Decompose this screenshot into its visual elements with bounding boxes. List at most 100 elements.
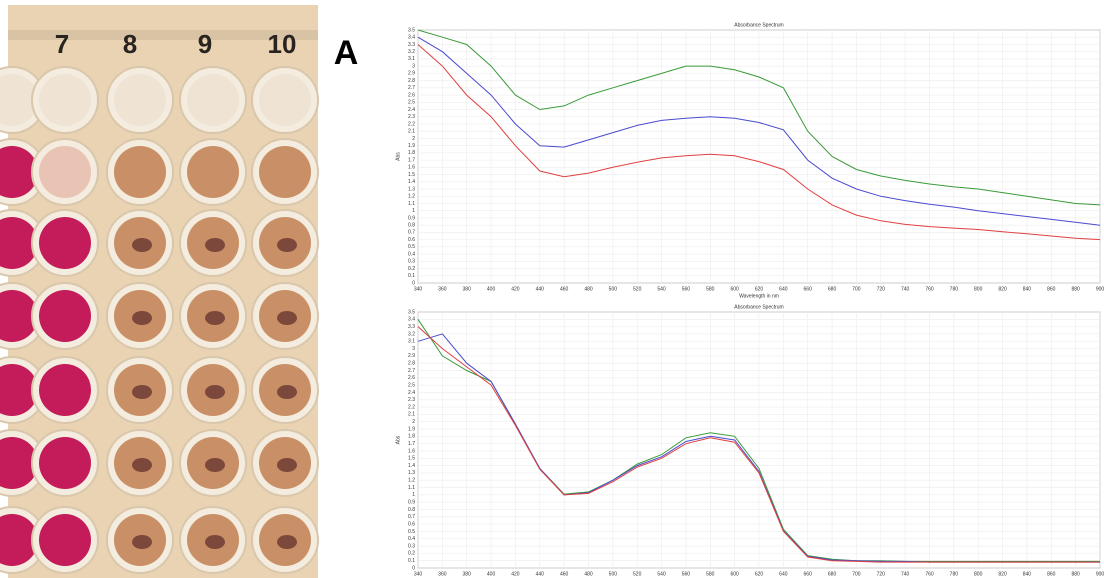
x-tick-label: 820 <box>998 571 1007 577</box>
x-tick-label: 520 <box>633 571 642 577</box>
sediment <box>277 238 297 252</box>
well <box>187 146 239 198</box>
y-tick-label: 2.3 <box>408 397 415 403</box>
x-tick-label: 380 <box>463 571 472 577</box>
x-tick-label: 400 <box>487 286 496 292</box>
y-tick-label: 2.7 <box>408 85 415 91</box>
x-tick-label: 340 <box>414 286 423 292</box>
x-tick-label: 420 <box>511 286 520 292</box>
y-tick-label: 3.5 <box>408 27 415 33</box>
y-tick-label: 3.5 <box>408 309 415 315</box>
x-tick-label: 720 <box>877 286 886 292</box>
x-tick-label: 480 <box>584 571 593 577</box>
x-tick-label: 520 <box>633 286 642 292</box>
well <box>187 74 239 126</box>
y-tick-label: 2 <box>412 419 415 425</box>
y-tick-label: 2.1 <box>408 412 415 418</box>
x-tick-label: 460 <box>560 571 569 577</box>
y-tick-label: 0.5 <box>408 529 415 535</box>
x-tick-label: 560 <box>682 571 691 577</box>
chart-title: Absorbance Spectrum <box>734 22 783 28</box>
x-tick-label: 780 <box>950 286 959 292</box>
y-tick-label: 3.3 <box>408 324 415 330</box>
x-tick-label: 860 <box>1047 571 1056 577</box>
sediment <box>205 385 225 399</box>
y-tick-label: 1 <box>412 492 415 498</box>
y-tick-label: 1.7 <box>408 441 415 447</box>
x-tick-label: 720 <box>877 571 886 577</box>
x-tick-label: 680 <box>828 571 837 577</box>
well <box>39 437 91 489</box>
well <box>39 290 91 342</box>
x-tick-label: 900 <box>1096 286 1104 292</box>
y-tick-label: 0.5 <box>408 244 415 250</box>
x-tick-label: 880 <box>1071 286 1080 292</box>
x-tick-label: 800 <box>974 286 983 292</box>
x-tick-label: 620 <box>755 286 764 292</box>
y-tick-label: 1.6 <box>408 448 415 454</box>
x-tick-label: 820 <box>998 286 1007 292</box>
well <box>259 74 311 126</box>
y-axis-label: Abs <box>395 152 401 161</box>
y-tick-label: 0.3 <box>408 259 415 265</box>
y-tick-label: 2.1 <box>408 129 415 135</box>
y-tick-label: 1.7 <box>408 157 415 163</box>
y-tick-label: 2.8 <box>408 78 415 84</box>
x-tick-label: 600 <box>730 571 739 577</box>
y-tick-label: 1.3 <box>408 470 415 476</box>
x-tick-label: 640 <box>779 571 788 577</box>
y-tick-label: 0.9 <box>408 499 415 505</box>
y-tick-label: 1.5 <box>408 456 415 462</box>
sediment <box>132 311 152 325</box>
panel-label: A <box>334 34 359 72</box>
x-tick-label: 500 <box>609 571 618 577</box>
y-tick-label: 2.3 <box>408 114 415 120</box>
x-tick-label: 560 <box>682 286 691 292</box>
y-tick-label: 3.1 <box>408 339 415 345</box>
y-tick-label: 2 <box>412 136 415 142</box>
well <box>114 74 166 126</box>
well <box>39 514 91 566</box>
y-tick-label: 1.8 <box>408 434 415 440</box>
y-tick-label: 2.6 <box>408 375 415 381</box>
y-tick-label: 1.8 <box>408 150 415 156</box>
x-axis-label: Wavelength in nm <box>739 293 779 299</box>
y-tick-label: 0.8 <box>408 222 415 228</box>
x-tick-label: 860 <box>1047 286 1056 292</box>
x-tick-label: 500 <box>609 286 618 292</box>
x-tick-label: 460 <box>560 286 569 292</box>
y-tick-label: 2.5 <box>408 100 415 106</box>
y-tick-label: 0.2 <box>408 266 415 272</box>
y-tick-label: 0.1 <box>408 273 415 279</box>
y-tick-label: 2.6 <box>408 92 415 98</box>
sediment <box>132 385 152 399</box>
y-tick-label: 1.5 <box>408 172 415 178</box>
x-tick-label: 780 <box>950 571 959 577</box>
y-tick-label: 3.2 <box>408 331 415 337</box>
y-tick-label: 1 <box>412 208 415 214</box>
y-tick-label: 0.2 <box>408 551 415 557</box>
x-tick-label: 700 <box>852 286 861 292</box>
x-tick-label: 400 <box>487 571 496 577</box>
x-tick-label: 440 <box>536 286 545 292</box>
x-tick-label: 580 <box>706 571 715 577</box>
x-tick-label: 840 <box>1023 286 1032 292</box>
y-tick-label: 3.4 <box>408 35 415 41</box>
x-tick-label: 740 <box>901 286 910 292</box>
y-tick-label: 0.4 <box>408 251 415 257</box>
x-tick-label: 340 <box>414 571 423 577</box>
y-tick-label: 3 <box>412 346 415 352</box>
well <box>114 146 166 198</box>
x-tick-label: 440 <box>536 571 545 577</box>
sediment <box>277 311 297 325</box>
y-tick-label: 2.7 <box>408 368 415 374</box>
y-tick-label: 3.1 <box>408 56 415 62</box>
x-tick-label: 360 <box>438 571 447 577</box>
sediment <box>132 238 152 252</box>
sediment <box>277 535 297 549</box>
y-tick-label: 1.9 <box>408 426 415 432</box>
well <box>259 146 311 198</box>
x-tick-label: 680 <box>828 286 837 292</box>
y-tick-label: 1.1 <box>408 485 415 491</box>
y-axis-label: Abs <box>395 435 401 444</box>
